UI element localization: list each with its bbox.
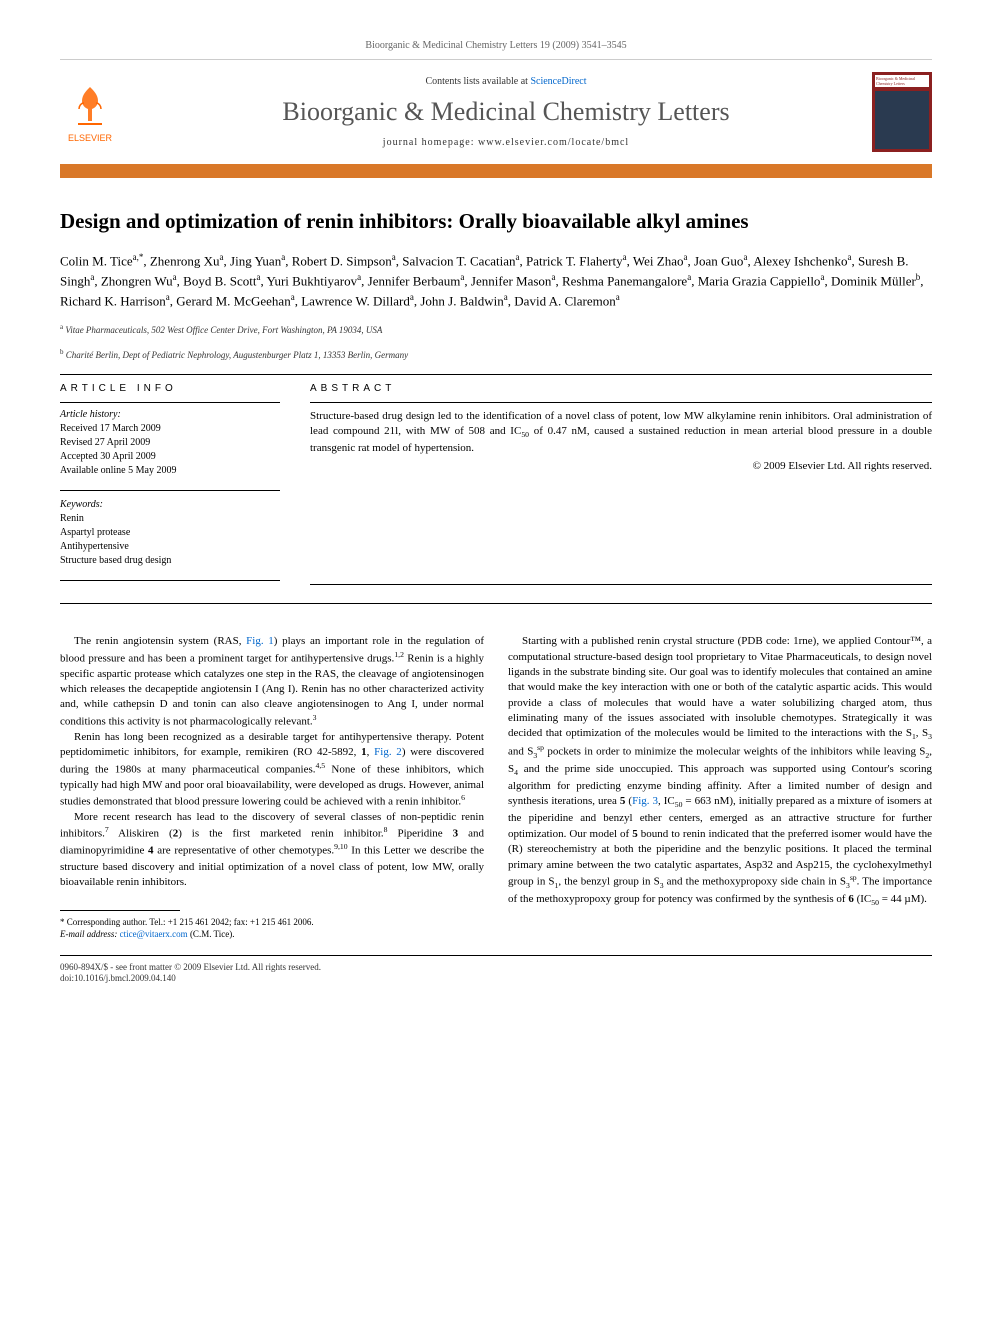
front-matter-line: 0960-894X/$ - see front matter © 2009 El… — [60, 962, 932, 974]
homepage-line: journal homepage: www.elsevier.com/locat… — [140, 137, 872, 148]
publisher-name: ELSEVIER — [68, 133, 112, 143]
history-item: Available online 5 May 2009 — [60, 464, 280, 478]
homepage-prefix: journal homepage: — [383, 137, 478, 148]
cover-thumb-title: Bioorganic & Medicinal Chemistry Letters — [875, 75, 929, 87]
footnote-email-prefix: E-mail address: — [60, 929, 120, 939]
article-info-col: ARTICLE INFO Article history: Received 1… — [60, 383, 280, 591]
sciencedirect-link[interactable]: ScienceDirect — [530, 76, 586, 87]
bottom-info: 0960-894X/$ - see front matter © 2009 El… — [60, 962, 932, 985]
keywords-label: Keywords: — [60, 499, 280, 510]
abstract-copyright: © 2009 Elsevier Ltd. All rights reserved… — [310, 459, 932, 474]
abstract-col: ABSTRACT Structure-based drug design led… — [310, 383, 932, 591]
right-column: Starting with a published renin crystal … — [508, 634, 932, 941]
article-info-heading: ARTICLE INFO — [60, 383, 280, 394]
header-content: ELSEVIER Contents lists available at Sci… — [60, 60, 932, 164]
keyword-item: Antihypertensive — [60, 540, 280, 554]
abstract-text: Structure-based drug design led to the i… — [310, 409, 932, 474]
history-item: Accepted 30 April 2009 — [60, 450, 280, 464]
running-header: Bioorganic & Medicinal Chemistry Letters… — [60, 40, 932, 51]
abstract-divider-1 — [310, 402, 932, 403]
footnote-line1: * Corresponding author. Tel.: +1 215 461… — [60, 917, 484, 929]
body-paragraph: Starting with a published renin crystal … — [508, 634, 932, 908]
corresponding-email-link[interactable]: ctice@vitaerx.com — [120, 929, 188, 939]
abstract-heading: ABSTRACT — [310, 383, 932, 394]
contents-line: Contents lists available at ScienceDirec… — [140, 76, 872, 87]
corresponding-author-footnote: * Corresponding author. Tel.: +1 215 461… — [60, 917, 484, 940]
affiliations: a Vitae Pharmaceuticals, 502 West Office… — [60, 323, 932, 362]
keyword-item: Structure based drug design — [60, 554, 280, 568]
footnote-email-suffix: (C.M. Tice). — [188, 929, 235, 939]
body-columns: The renin angiotensin system (RAS, Fig. … — [60, 634, 932, 941]
keywords-list: ReninAspartyl proteaseAntihypertensiveSt… — [60, 512, 280, 568]
doi-line: doi:10.1016/j.bmcl.2009.04.140 — [60, 973, 932, 985]
body-paragraph: More recent research has lead to the dis… — [60, 810, 484, 890]
orange-divider-bar — [60, 164, 932, 178]
divider-top — [60, 374, 932, 375]
page-root: Bioorganic & Medicinal Chemistry Letters… — [0, 0, 992, 1025]
journal-header: ELSEVIER Contents lists available at Sci… — [60, 59, 932, 178]
contents-prefix: Contents lists available at — [425, 76, 530, 87]
info-divider-3 — [60, 580, 280, 581]
homepage-url: www.elsevier.com/locate/bmcl — [478, 137, 629, 148]
abstract-body: Structure-based drug design led to the i… — [310, 410, 932, 454]
affiliation: a Vitae Pharmaceuticals, 502 West Office… — [60, 323, 932, 337]
elsevier-logo: ELSEVIER — [60, 77, 120, 147]
article-history: Received 17 March 2009Revised 27 April 2… — [60, 422, 280, 478]
body-paragraph: Renin has long been recognized as a desi… — [60, 730, 484, 810]
bottom-divider — [60, 955, 932, 956]
info-divider-2 — [60, 490, 280, 491]
history-label: Article history: — [60, 409, 280, 420]
article-title: Design and optimization of renin inhibit… — [60, 208, 932, 235]
info-divider-1 — [60, 402, 280, 403]
footnote-line2: E-mail address: ctice@vitaerx.com (C.M. … — [60, 929, 484, 941]
history-item: Revised 27 April 2009 — [60, 436, 280, 450]
affiliation: b Charité Berlin, Dept of Pediatric Neph… — [60, 348, 932, 362]
journal-name: Bioorganic & Medicinal Chemistry Letters — [140, 97, 872, 127]
journal-cover-thumbnail: Bioorganic & Medicinal Chemistry Letters — [872, 72, 932, 152]
author-list: Colin M. Ticea,*, Zhenrong Xua, Jing Yua… — [60, 251, 932, 310]
keyword-item: Renin — [60, 512, 280, 526]
cover-thumb-image — [875, 91, 929, 149]
header-middle: Contents lists available at ScienceDirec… — [140, 76, 872, 148]
footnote-divider — [60, 910, 180, 911]
divider-bottom — [60, 603, 932, 604]
info-abstract-row: ARTICLE INFO Article history: Received 1… — [60, 383, 932, 591]
keyword-item: Aspartyl protease — [60, 526, 280, 540]
abstract-divider-2 — [310, 584, 932, 585]
elsevier-tree-icon — [68, 81, 112, 131]
history-item: Received 17 March 2009 — [60, 422, 280, 436]
body-paragraph: The renin angiotensin system (RAS, Fig. … — [60, 634, 484, 730]
left-column: The renin angiotensin system (RAS, Fig. … — [60, 634, 484, 941]
